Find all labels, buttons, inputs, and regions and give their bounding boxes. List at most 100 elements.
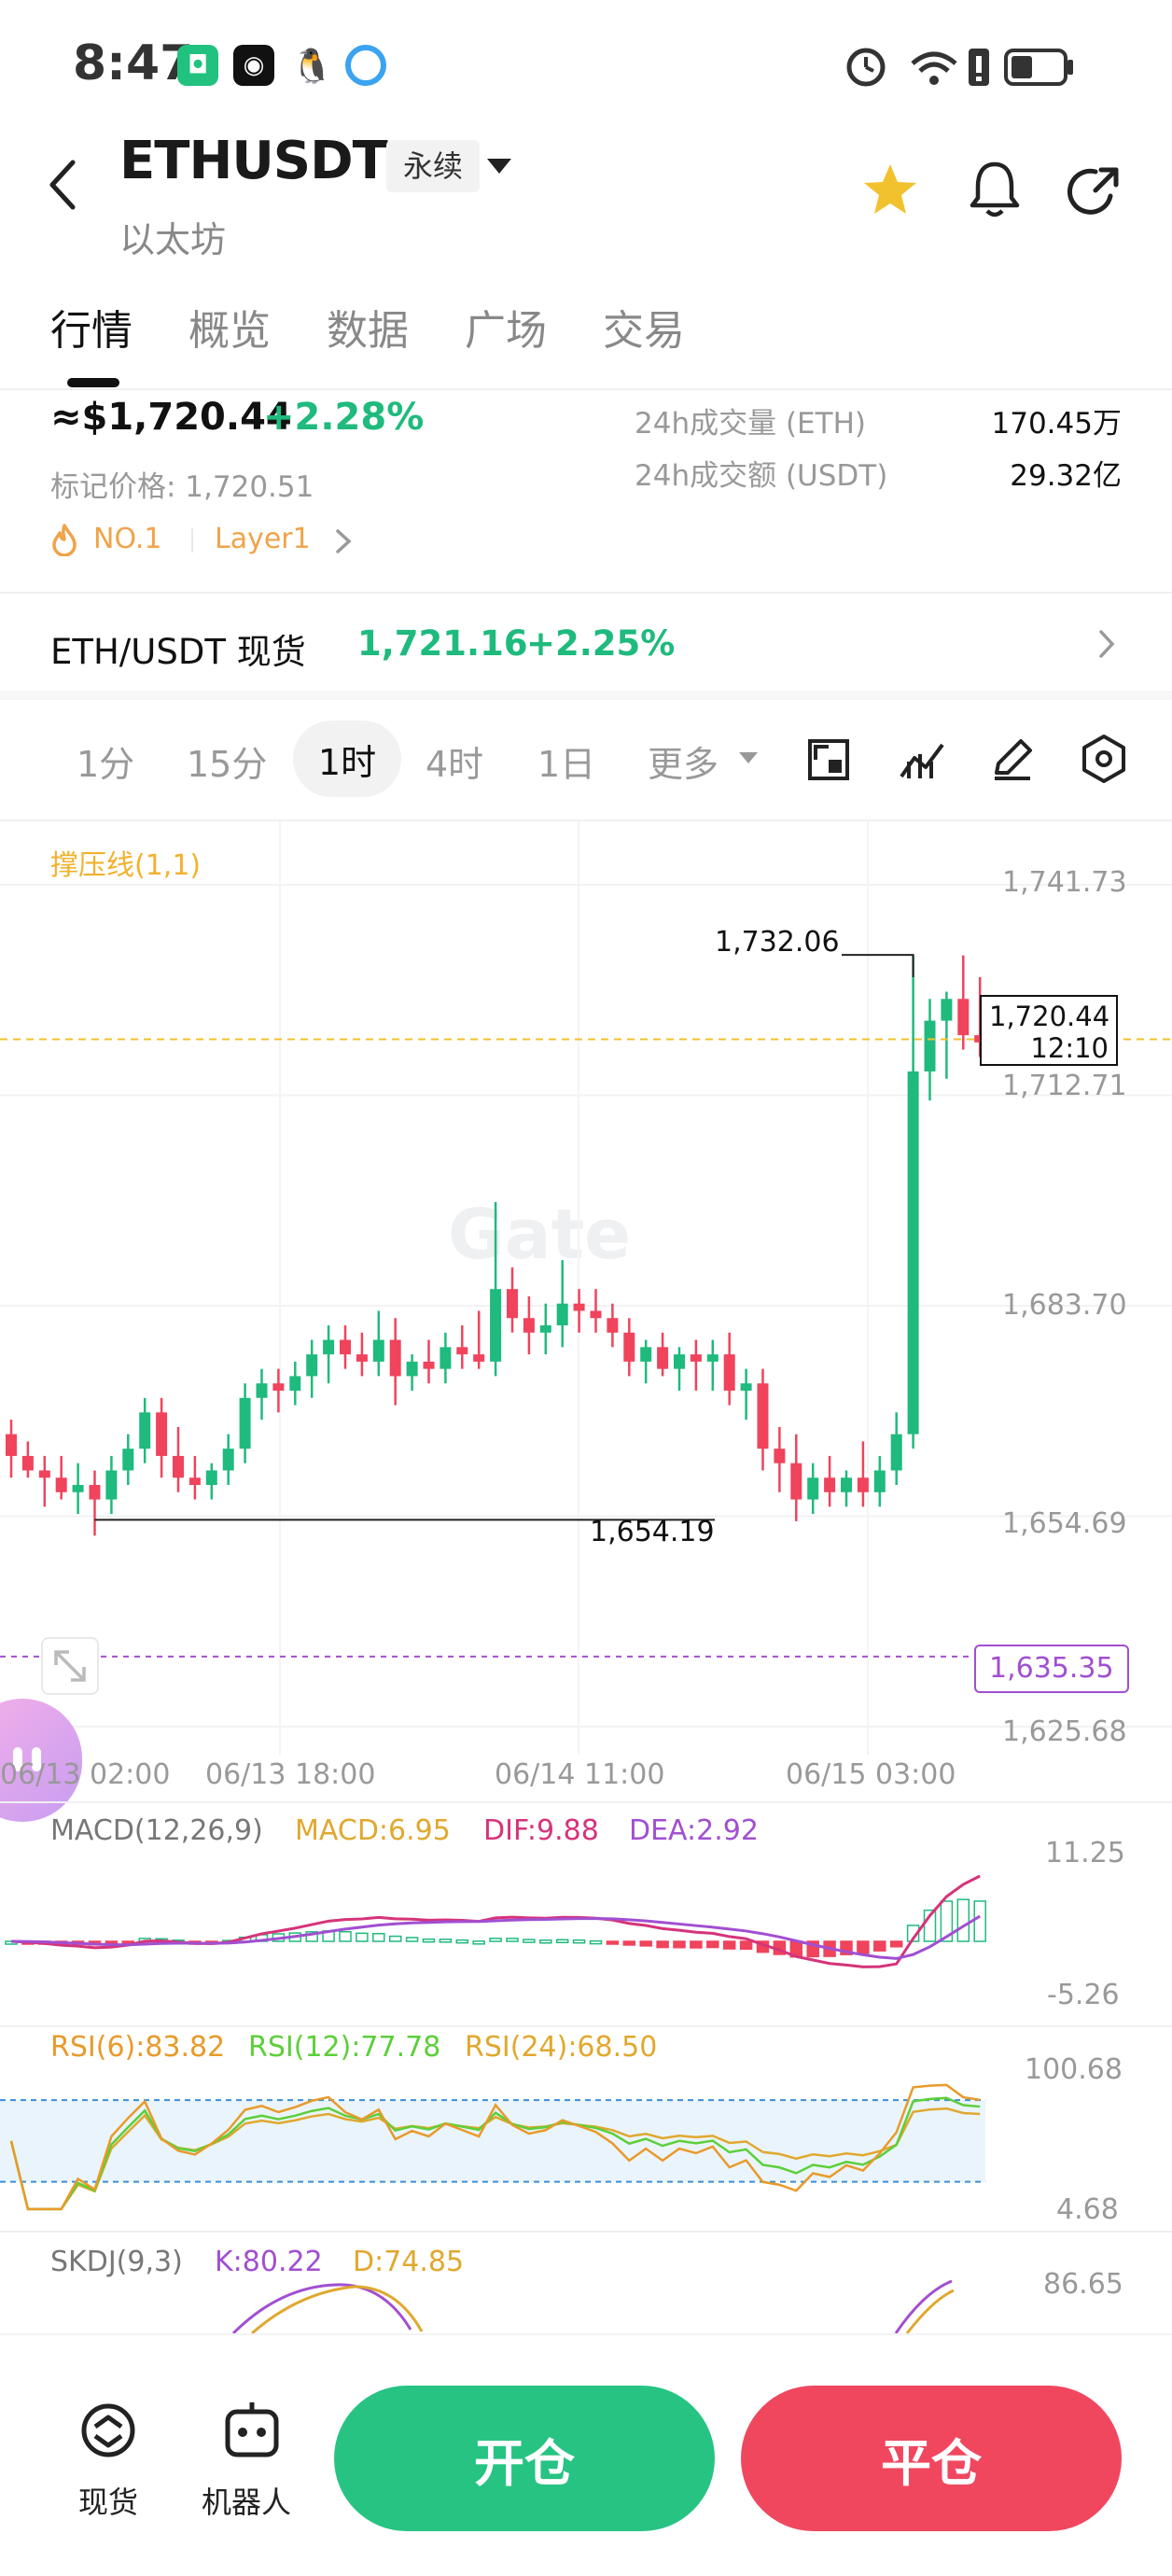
candle-body	[289, 1376, 301, 1391]
candle-body	[857, 1477, 869, 1492]
chart-type-icon[interactable]	[806, 737, 851, 782]
tabs-divider	[0, 388, 1172, 390]
candle-body	[774, 1449, 786, 1463]
x-label-3: 06/14 11:00	[495, 1758, 665, 1791]
chevron-right-icon[interactable]	[334, 528, 353, 554]
robot-icon[interactable]	[222, 2399, 282, 2460]
candle-body	[6, 1434, 17, 1456]
macd-histogram-bar	[539, 1939, 552, 1944]
skdj-k-value: K:80.22	[215, 2246, 323, 2278]
tab-square[interactable]: 广场	[465, 307, 547, 355]
macd-histogram-bar	[506, 1938, 519, 1942]
rsi-y-top: 100.68	[1025, 2053, 1123, 2086]
y-label-2: 1,712.71	[1002, 1070, 1127, 1102]
draw-pencil-icon[interactable]	[989, 735, 1036, 782]
dif-value: DIF:9.88	[483, 1814, 599, 1847]
symbol-title[interactable]: ETHUSDT	[119, 131, 388, 191]
candle-body	[456, 1347, 468, 1355]
macd-histogram-bar	[305, 1931, 318, 1942]
robot-label[interactable]: 机器人	[202, 2485, 292, 2520]
spot-label[interactable]: 现货	[78, 2485, 139, 2520]
tab-market[interactable]: 行情	[50, 307, 133, 355]
candle-body	[740, 1383, 752, 1391]
asset-name: 以太坊	[119, 219, 227, 260]
chevron-down-icon[interactable]	[487, 159, 511, 174]
open-position-button[interactable]: 开仓	[334, 2386, 715, 2531]
candle-body	[523, 1318, 535, 1333]
watermark: Gate	[448, 1195, 632, 1275]
price-change: +2.28%	[263, 396, 425, 439]
macd-histogram-bar	[523, 1939, 536, 1943]
candle-body	[38, 1470, 50, 1478]
macd-label: MACD(12,26,9)	[50, 1814, 263, 1847]
status-icons	[846, 48, 1073, 87]
candlestick-chart[interactable]	[0, 821, 1172, 1773]
spot-chevron-right-icon[interactable]	[1097, 629, 1116, 659]
skdj-divider	[0, 2231, 1172, 2233]
timeframe-more[interactable]: 更多	[648, 744, 719, 785]
timeframe-1d[interactable]: 1日	[537, 744, 596, 785]
y-label-4: 1,654.69	[1002, 1507, 1127, 1540]
more-chevron-down-icon[interactable]	[739, 752, 758, 763]
expand-icon	[54, 1650, 86, 1682]
category-tag[interactable]: Layer1	[215, 523, 311, 555]
close-position-button[interactable]: 平仓	[741, 2386, 1122, 2531]
macd-histogram-bar	[673, 1940, 686, 1949]
settings-hexagon-icon[interactable]	[1081, 734, 1127, 784]
candle-body	[423, 1361, 435, 1369]
candle-body	[306, 1354, 318, 1377]
macd-y-top: 11.25	[1045, 1837, 1125, 1869]
tab-overview[interactable]: 概览	[188, 307, 271, 355]
macd-histogram-bar	[472, 1940, 485, 1945]
rank-tag[interactable]: NO.1	[93, 523, 162, 555]
star-icon[interactable]	[862, 162, 918, 217]
tab-trade[interactable]: 交易	[603, 307, 685, 355]
tab-active-indicator	[67, 378, 119, 387]
candle-body	[440, 1347, 452, 1369]
candle-body	[573, 1303, 585, 1311]
candle-body	[723, 1354, 735, 1391]
macd-histogram-bar	[639, 1940, 652, 1947]
macd-histogram-bar	[339, 1930, 352, 1942]
candle-body	[205, 1470, 217, 1486]
candle-body	[507, 1289, 518, 1319]
candle-body	[89, 1485, 101, 1500]
skdj-d-line-left	[251, 2285, 424, 2333]
back-arrow-icon[interactable]	[47, 159, 78, 211]
y-label-3: 1,683.70	[1002, 1289, 1127, 1322]
timeframe-4h[interactable]: 4时	[426, 744, 484, 785]
macd-histogram-bar	[706, 1940, 719, 1949]
candle-body	[406, 1361, 418, 1377]
macd-histogram-bar	[690, 1940, 703, 1949]
tab-data[interactable]: 数据	[327, 307, 409, 355]
fullscreen-button[interactable]	[41, 1637, 99, 1695]
spot-pair-label[interactable]: ETH/USDT 现货	[50, 632, 306, 672]
rsi12-line	[9, 2096, 981, 2211]
macd-histogram-bar	[889, 1940, 903, 1948]
macd-histogram-bar	[923, 1909, 937, 1942]
timeframe-1h[interactable]: 1时	[293, 721, 401, 797]
share-icon[interactable]	[1067, 164, 1122, 218]
candle-body	[674, 1354, 685, 1369]
macd-histogram-bar	[940, 1900, 954, 1942]
timeframe-1m[interactable]: 1分	[77, 744, 135, 785]
candle-body	[173, 1455, 184, 1478]
volume-label: 24h成交量 (ETH)	[635, 407, 866, 441]
candle-body	[539, 1325, 551, 1333]
macd-value: MACD:6.95	[295, 1814, 451, 1847]
contract-type-tag[interactable]: 永续	[386, 140, 481, 192]
macd-y-bottom: -5.26	[1047, 1979, 1120, 2011]
x-label-2: 06/13 18:00	[205, 1758, 376, 1791]
macd-histogram-bar	[555, 1939, 569, 1944]
rsi6-line	[9, 2083, 981, 2211]
skdj-chart	[231, 2279, 955, 2333]
bell-icon[interactable]	[969, 159, 1021, 218]
macd-histogram-bar	[739, 1940, 753, 1951]
timeframe-15m[interactable]: 15分	[187, 744, 268, 785]
indicator-icon[interactable]	[898, 737, 946, 782]
spot-exchange-icon[interactable]	[78, 2401, 138, 2460]
volume-value: 170.45万	[991, 407, 1122, 441]
macd-histogram-bar	[439, 1939, 453, 1943]
candle-body	[356, 1354, 368, 1362]
high-leader-line	[842, 954, 914, 977]
